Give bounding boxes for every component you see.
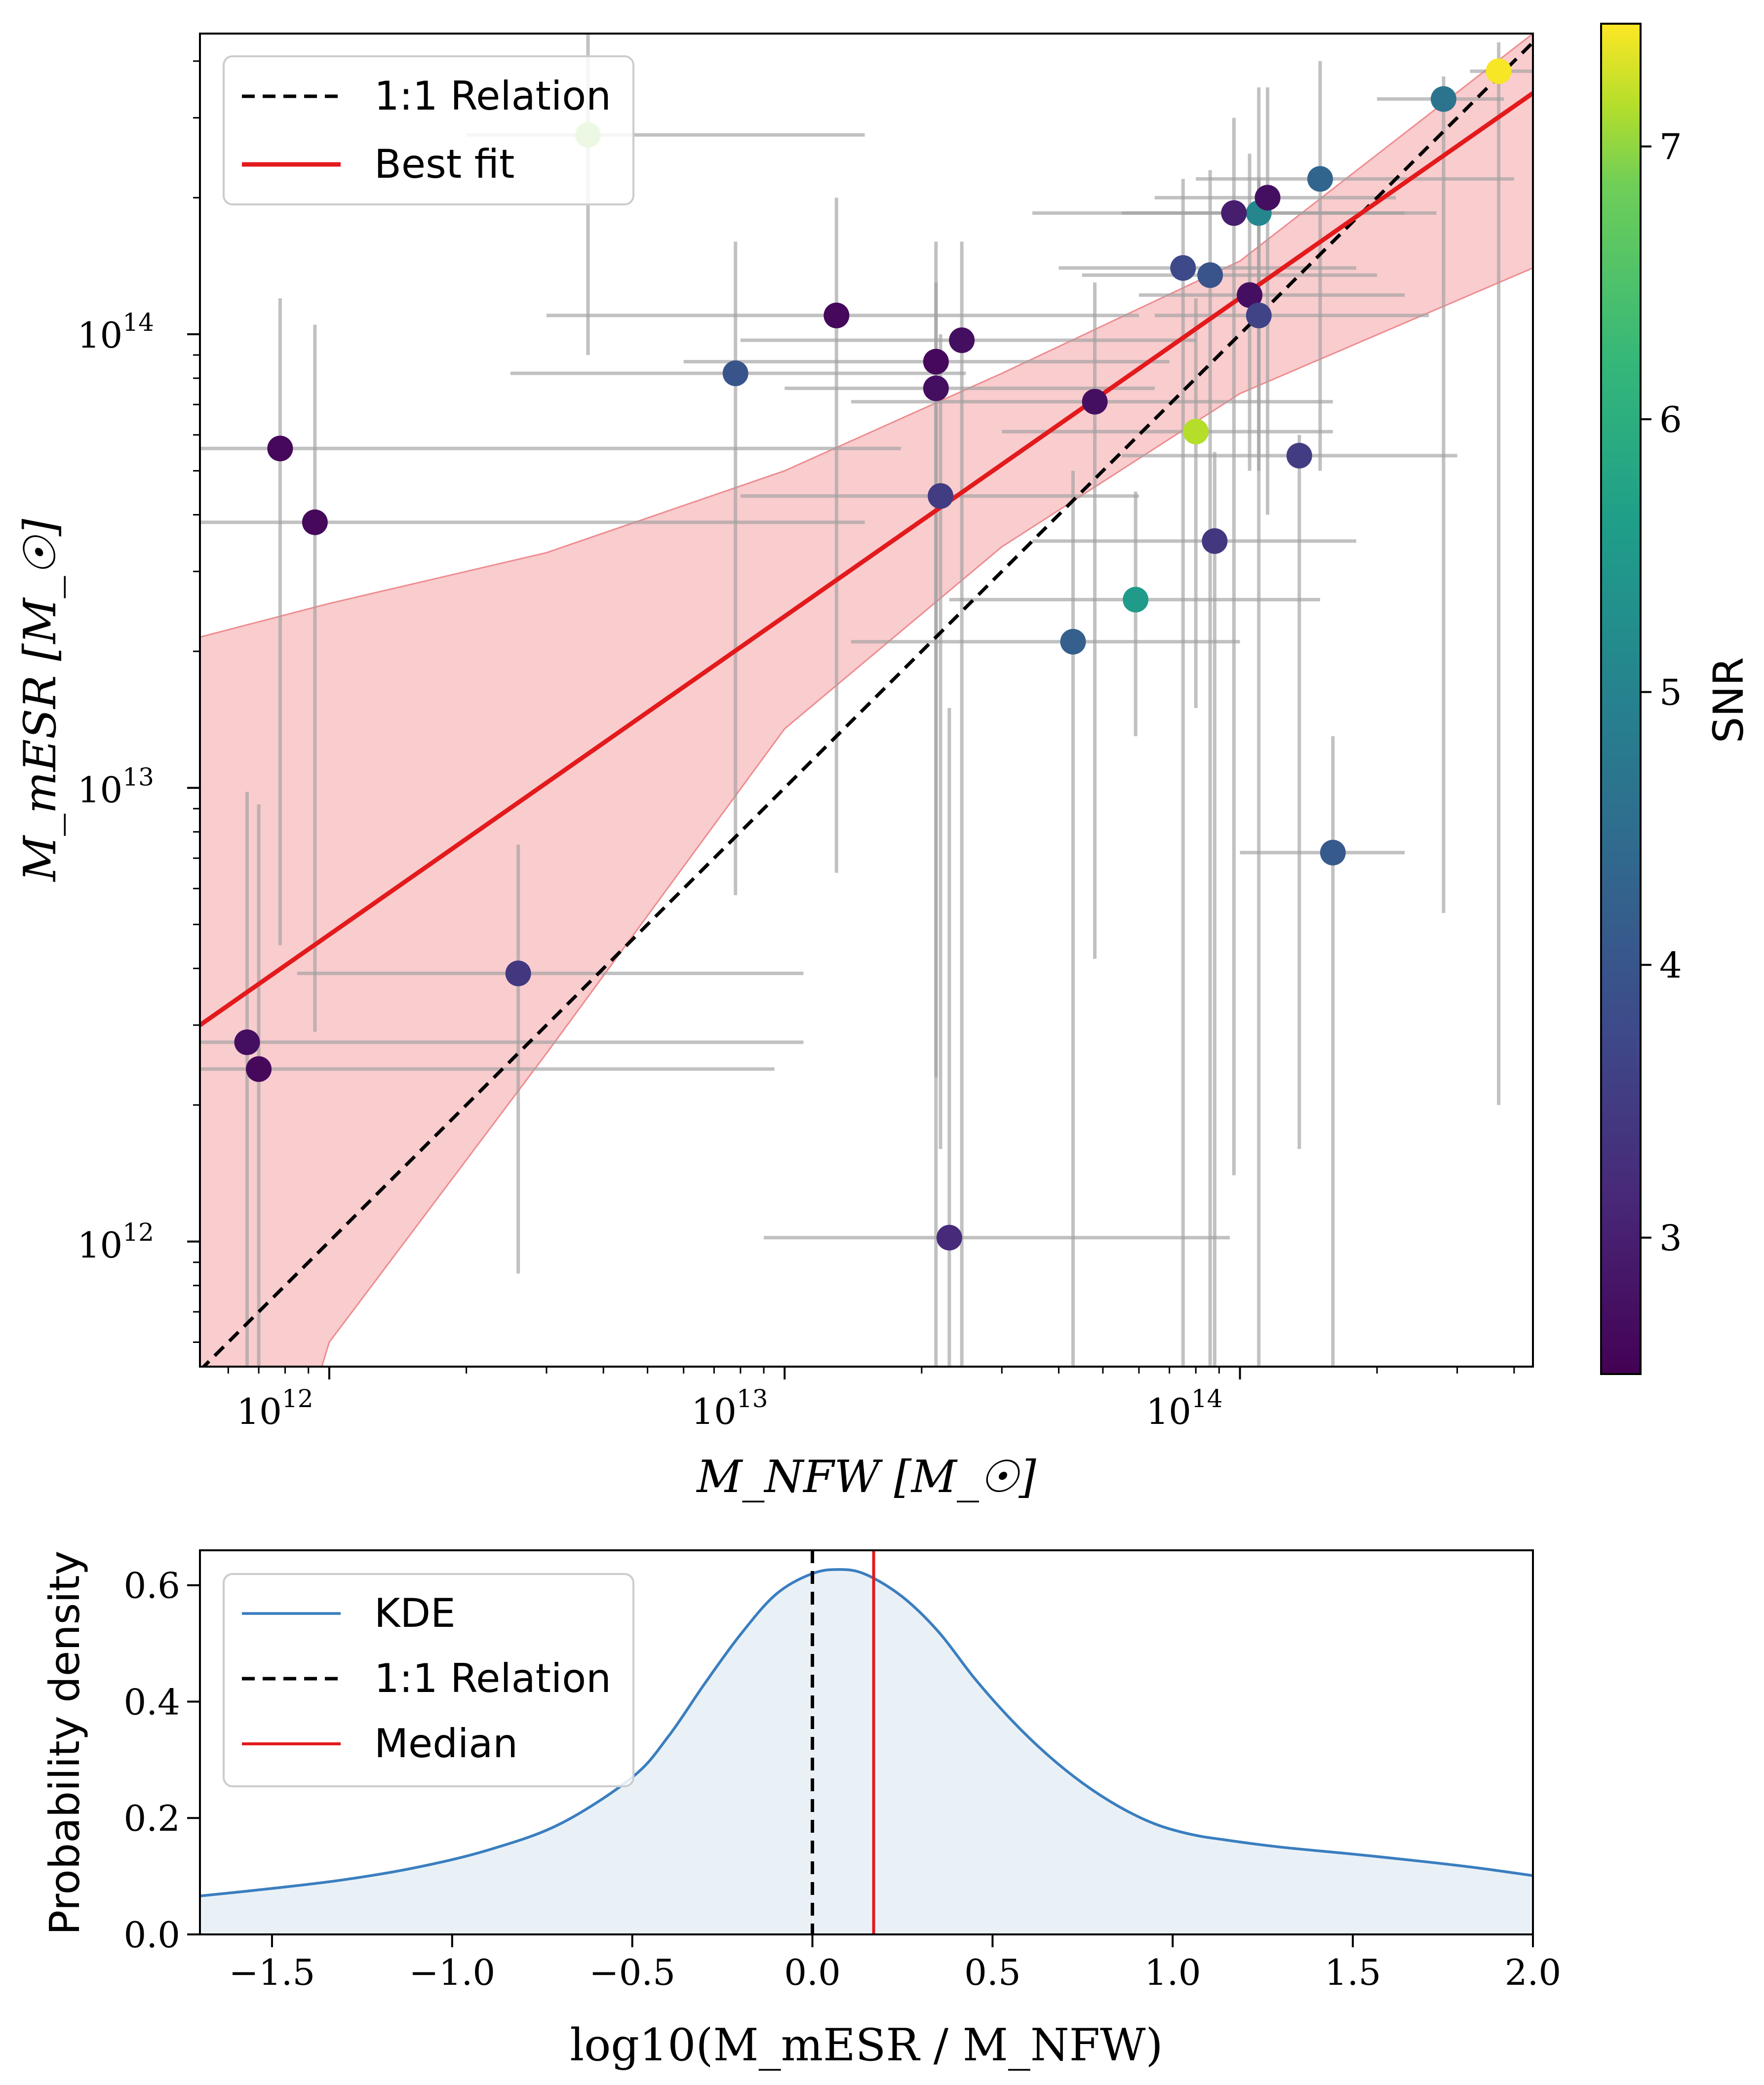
kde-x-tick-label-3: 0.0 [784,1952,841,1993]
kde-y-tick-label-2: 0.4 [123,1681,180,1723]
scatter-y-axis-title: M_mESR [M_☉] [14,518,66,882]
x-tick-label-1e12: 1012 [236,1384,313,1432]
legend-label-kde-one-to-one: 1:1 Relation [374,1655,611,1701]
data-point-23 [1320,839,1346,865]
data-point-26 [505,960,531,986]
data-point-21 [1123,587,1149,613]
colorbar-tick-label-6: 6 [1659,399,1682,440]
data-point-5 [1254,185,1281,211]
kde-legend-box [223,1573,634,1787]
one-to-one-line [201,39,1533,1367]
y-tick-label-1e14: 1014 [78,308,154,356]
kde-x-axis-title: log10(M_mESR / M_NFW) [570,2019,1163,2071]
scatter-frame [199,33,1534,1368]
y-tick-label-1e12: 1012 [78,1218,154,1266]
kde-x-tick-label-6: 1.5 [1325,1952,1381,1993]
data-point-15 [923,375,949,401]
snr-colorbar: 3 4 5 6 7 SNR [1600,23,1753,1375]
scatter-x-tick-labels: 1012 1013 1014 [236,1384,1222,1432]
data-point-13 [923,349,949,375]
colorbar-tick-label-3: 3 [1659,1218,1682,1259]
kde-curve [200,1568,1533,1897]
kde-y-tick-label-3: 0.6 [123,1565,180,1607]
scatter-legend-box [223,55,634,205]
kde-y-axis-title: Probability density [40,1551,89,1935]
x-tick-label-1e14: 1014 [1146,1384,1222,1432]
data-points [234,58,1512,1251]
legend-label-one-to-one: 1:1 Relation [374,73,611,119]
data-point-12 [949,327,975,354]
kde-x-tick-label-0: −1.5 [229,1952,315,1993]
kde-y-tick-label-0: 0.0 [123,1914,180,1956]
kde-x-tick-label-7: 2.0 [1505,1952,1562,1993]
kde-legend: KDE 1:1 Relation Median [223,1573,634,1787]
kde-frame [199,1549,1534,1935]
colorbar-label: SNR [1704,657,1753,744]
best-fit-confidence-band [200,34,1533,1367]
kde-x-tick-label-5: 1.0 [1144,1952,1201,1993]
data-point-25 [302,509,328,535]
colorbar-tick-label-4: 4 [1659,944,1682,986]
legend-label-best-fit: Best fit [374,141,514,187]
scatter-y-tick-labels: 1012 1013 1014 [78,308,154,1266]
legend-label-median: Median [374,1721,518,1767]
scatter-x-axis-title: M_NFW [M_☉] [696,1451,1036,1503]
data-point-3 [1307,166,1333,192]
data-point-11 [823,302,850,328]
data-point-10 [1246,302,1272,328]
kde-x-tick-label-2: −0.5 [589,1952,675,1993]
kde-x-tick-label-4: 0.5 [964,1952,1021,1993]
data-point-1 [1486,58,1512,84]
kde-x-tick-label-1: −1.0 [409,1952,495,1993]
data-point-22 [1060,629,1086,655]
scatter-axis-ticks [187,60,1515,1379]
best-fit-line [200,91,1533,1027]
data-point-6 [1221,200,1247,226]
data-point-28 [246,1056,272,1082]
kde-panel: −1.5 −1.0 −0.5 0.0 0.5 1.0 1.5 2.00.00.20.40.6 … [40,1549,1561,2071]
legend-label-kde: KDE [374,1590,456,1636]
data-point-18 [1286,442,1312,469]
data-point-20 [1202,528,1228,554]
data-point-9 [1237,282,1263,308]
data-point-7 [1170,255,1196,281]
kde-axis-ticks: −1.5 −1.0 −0.5 0.0 0.5 1.0 1.5 2.0 0.0 0.2 0.4 0.6 [123,1565,1561,1993]
data-point-19 [928,483,954,509]
data-point-8 [1197,262,1223,288]
scatter-panel: 1012 1013 1014 1012 1013 1014 M_NFW [M_☉… [14,33,1534,1503]
y-tick-label-1e13: 1013 [78,763,154,811]
data-point-27 [234,1029,260,1055]
data-point-17 [1183,419,1209,445]
data-point-2 [1430,86,1456,112]
data-point-16 [1082,389,1108,415]
colorbar-tick-label-7: 7 [1659,126,1682,168]
data-point-14 [722,360,748,387]
x-tick-label-1e13: 1013 [691,1384,768,1432]
scatter-legend: 1:1 Relation Best fit [223,55,634,205]
data-point-24 [267,435,293,462]
colorbar-ticks: 3 4 5 6 7 [1641,126,1682,1259]
colorbar-gradient [1600,23,1642,1375]
colorbar-tick-label-5: 5 [1659,672,1682,713]
data-point-29 [936,1224,962,1251]
kde-y-tick-label-1: 0.2 [123,1798,180,1839]
kde-fill-area [200,1569,1533,1934]
